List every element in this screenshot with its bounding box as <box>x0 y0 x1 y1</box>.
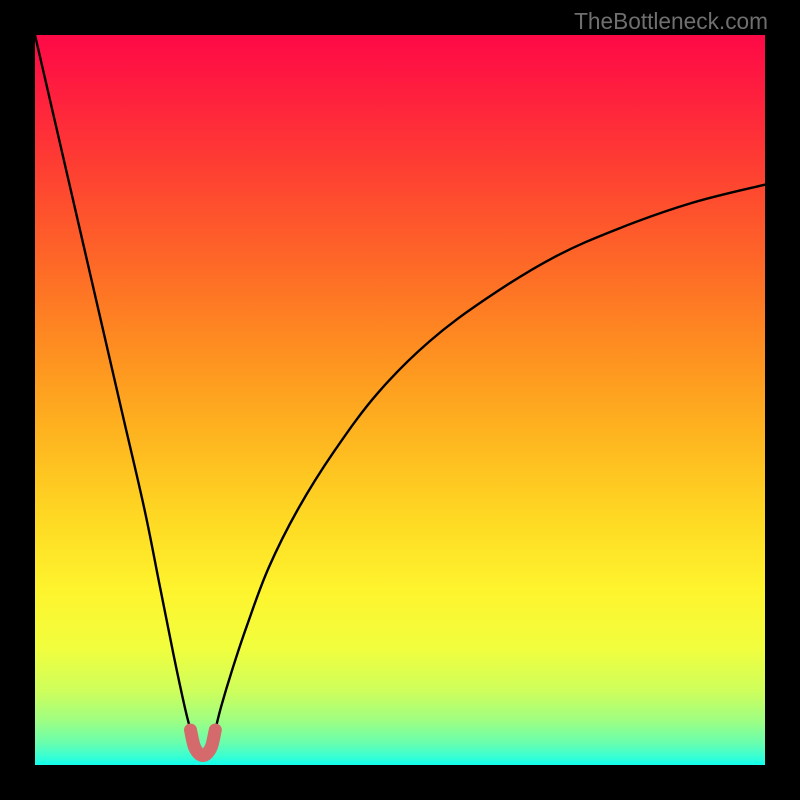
plot-area <box>35 35 765 765</box>
gradient-background <box>35 35 765 765</box>
watermark-text: TheBottleneck.com <box>574 8 768 35</box>
plot-svg <box>35 35 765 765</box>
chart-stage: TheBottleneck.com <box>0 0 800 800</box>
